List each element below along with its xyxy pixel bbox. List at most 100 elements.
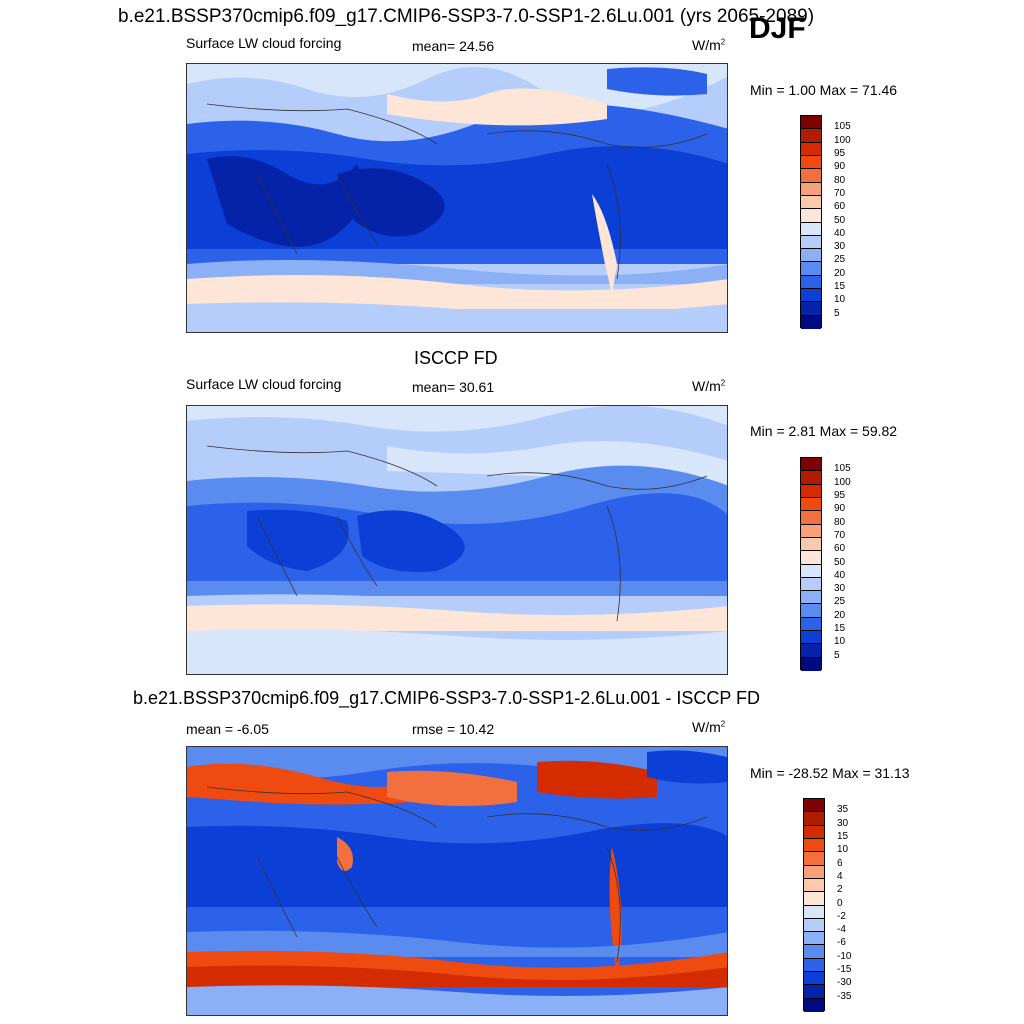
colorbar-swatch [804, 799, 824, 813]
colorbar-swatch [804, 878, 824, 893]
colorbar-tick-label: 100 [834, 476, 851, 488]
colorbar-tick-label: 4 [837, 870, 843, 882]
colorbar-swatch [801, 302, 821, 316]
colorbar-swatch [804, 865, 824, 879]
colorbar-tick-label: 80 [834, 174, 846, 186]
colorbar-tick-label: 30 [834, 583, 846, 595]
colorbar-swatch [804, 852, 824, 866]
colorbar-swatch [801, 551, 821, 565]
panel3-rmse: rmse = 10.42 [412, 721, 495, 737]
colorbar-swatch [801, 537, 821, 552]
colorbar-tick-label: 10 [834, 294, 846, 306]
colorbar-tick-label: 20 [834, 267, 846, 279]
panel1-units: W/m2 [692, 37, 726, 53]
colorbar-swatch [801, 182, 821, 196]
colorbar-tick-label: 60 [834, 201, 846, 213]
colorbar-tick-label: 15 [834, 281, 846, 293]
colorbar-swatch [801, 617, 821, 632]
colorbar-swatch [801, 511, 821, 525]
colorbar-swatch [801, 591, 821, 605]
panel3-colorbar [803, 798, 825, 1012]
colorbar-swatch [801, 195, 821, 210]
panel1-colorbar [800, 115, 822, 329]
colorbar-tick-label: 95 [834, 147, 846, 159]
colorbar-tick-label: 25 [834, 254, 846, 266]
colorbar-tick-label: 10 [837, 844, 849, 856]
colorbar-swatch [804, 838, 824, 853]
colorbar-tick-label: -35 [837, 990, 852, 1002]
colorbar-tick-label: 40 [834, 569, 846, 581]
panel1-mean: mean= 24.56 [412, 38, 495, 54]
colorbar-tick-label: 50 [834, 214, 846, 226]
colorbar-tick-label: 95 [834, 489, 846, 501]
colorbar-tick-label: 10 [834, 636, 846, 648]
colorbar-swatch [801, 129, 821, 143]
colorbar-tick-label: -4 [837, 924, 846, 936]
colorbar-swatch [804, 985, 824, 999]
colorbar-swatch [804, 972, 824, 986]
colorbar-tick-label: 25 [834, 596, 846, 608]
colorbar-swatch [801, 155, 821, 170]
panel3-units: W/m2 [692, 719, 726, 735]
colorbar-tick-label: 105 [834, 463, 851, 475]
colorbar-tick-label: 105 [834, 121, 851, 133]
colorbar-swatch [801, 604, 821, 618]
colorbar-swatch [801, 249, 821, 263]
colorbar-swatch [801, 289, 821, 303]
colorbar-swatch [801, 471, 821, 485]
colorbar-swatch [801, 222, 821, 236]
colorbar-swatch [804, 825, 824, 839]
colorbar-tick-label: 90 [834, 503, 846, 515]
colorbar-swatch [801, 458, 821, 472]
colorbar-tick-label: 5 [834, 307, 840, 319]
colorbar-swatch [804, 932, 824, 946]
colorbar-swatch [801, 484, 821, 498]
colorbar-swatch [804, 905, 824, 919]
colorbar-tick-label: 35 [837, 804, 849, 816]
colorbar-tick-label: 30 [837, 817, 849, 829]
colorbar-tick-label: 70 [834, 187, 846, 199]
panel2-mean: mean= 30.61 [412, 379, 495, 395]
panel1-variable: Surface LW cloud forcing [186, 35, 342, 51]
panel2-map [186, 405, 728, 675]
colorbar-tick-label: -6 [837, 937, 846, 949]
colorbar-swatch [801, 262, 821, 276]
colorbar-tick-label: 30 [834, 241, 846, 253]
colorbar-swatch [801, 116, 821, 130]
panel1-map [186, 63, 728, 333]
colorbar-tick-label: 50 [834, 556, 846, 568]
colorbar-tick-label: 40 [834, 227, 846, 239]
colorbar-swatch [801, 209, 821, 223]
colorbar-swatch [801, 657, 821, 671]
colorbar-tick-label: 70 [834, 529, 846, 541]
colorbar-swatch [804, 945, 824, 959]
colorbar-swatch [801, 142, 821, 156]
colorbar-swatch [801, 315, 821, 329]
panel3-mean: mean = -6.05 [186, 721, 269, 737]
colorbar-tick-label: 80 [834, 516, 846, 528]
colorbar-tick-label: 60 [834, 543, 846, 555]
colorbar-tick-label: -15 [837, 964, 852, 976]
panel2-variable: Surface LW cloud forcing [186, 376, 342, 392]
colorbar-swatch [801, 524, 821, 538]
colorbar-swatch [801, 577, 821, 592]
colorbar-swatch [801, 235, 821, 250]
colorbar-swatch [804, 998, 824, 1012]
panel3-title: b.e21.BSSP370cmip6.f09_g17.CMIP6-SSP3-7.… [133, 688, 761, 708]
colorbar-tick-label: 90 [834, 161, 846, 173]
colorbar-tick-label: -10 [837, 950, 852, 962]
colorbar-tick-label: 6 [837, 857, 843, 869]
panel2-title: ISCCP FD [414, 348, 498, 368]
panel2-colorbar [800, 457, 822, 671]
colorbar-tick-label: 5 [834, 649, 840, 661]
colorbar-swatch [804, 958, 824, 973]
season-label: DJF [749, 12, 806, 45]
colorbar-tick-label: 2 [837, 884, 843, 896]
colorbar-swatch [801, 631, 821, 645]
panel2-units: W/m2 [692, 378, 726, 394]
colorbar-swatch [804, 812, 824, 826]
colorbar-swatch [801, 497, 821, 512]
colorbar-tick-label: -2 [837, 910, 846, 922]
colorbar-tick-label: 0 [837, 897, 843, 909]
panel1-minmax: Min = 1.00 Max = 71.46 [750, 82, 898, 98]
